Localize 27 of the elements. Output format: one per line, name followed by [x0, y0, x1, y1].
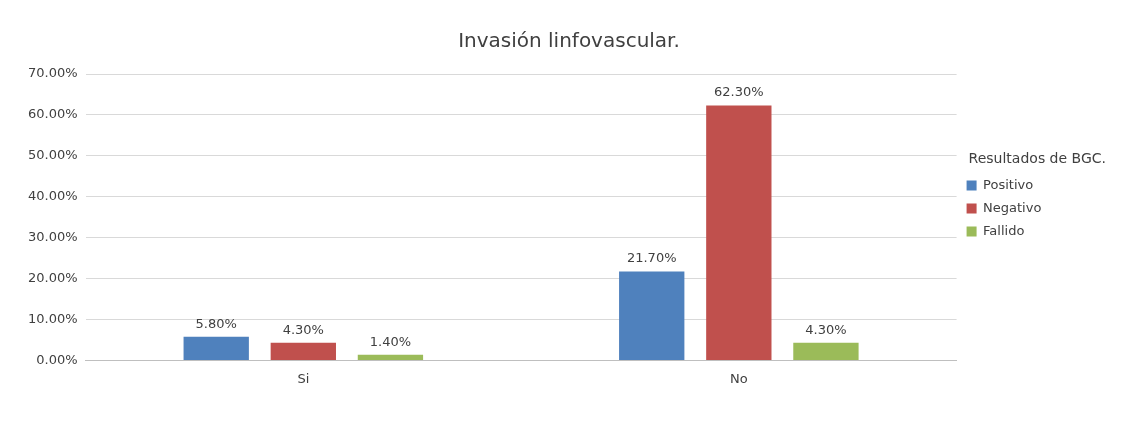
bar: [706, 105, 772, 360]
x-tick-label: No: [729, 370, 748, 386]
data-label: 1.40%: [369, 333, 412, 349]
data-label: 4.30%: [805, 321, 847, 337]
y-tick-label: 50.00%: [27, 147, 78, 163]
data-label: 62.30%: [714, 84, 764, 100]
bar: [357, 354, 424, 360]
y-tick-label: 10.00%: [27, 310, 78, 326]
legend-label: Positivo: [983, 176, 1034, 192]
y-tick-label: 20.00%: [27, 269, 78, 285]
legend-label: Fallido: [983, 222, 1025, 238]
bar: [619, 271, 685, 360]
y-tick-label: 40.00%: [27, 188, 78, 204]
data-label: 5.80%: [195, 315, 237, 331]
data-label: 4.30%: [282, 321, 324, 337]
bar: [183, 336, 249, 360]
y-tick-label: 30.00%: [27, 229, 78, 245]
data-label: 21.70%: [626, 250, 677, 266]
y-tick-label: 70.00%: [27, 65, 78, 81]
y-tick-label: 60.00%: [27, 106, 78, 122]
y-tick-label: 0.00%: [36, 351, 78, 367]
x-tick-label: Si: [297, 370, 310, 386]
bar: [793, 342, 859, 360]
legend-label: Negativo: [983, 199, 1042, 215]
legend-title: Resultados de BGC.: [968, 149, 1106, 166]
bar: [270, 342, 336, 360]
chart-title: Invasión linfovascular.: [458, 28, 680, 53]
